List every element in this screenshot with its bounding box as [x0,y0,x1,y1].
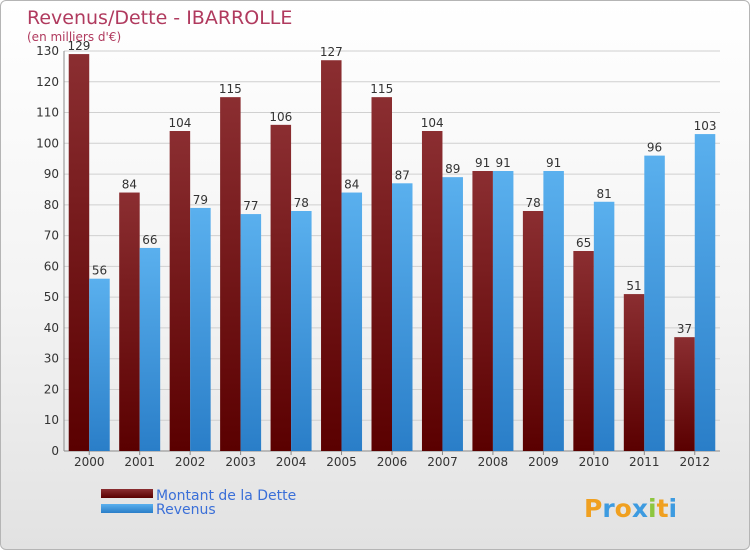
x-tick-label: 2007 [427,455,458,469]
bar-debt-2012 [674,337,695,451]
x-tick-label: 2010 [579,455,610,469]
legend-swatch-revenus [101,504,153,513]
x-tick-label: 2012 [679,455,710,469]
bar-revenus-2012 [694,134,716,452]
bar-revenus-2007 [442,177,463,451]
bar-debt-2007 [421,131,443,451]
value-label-revenus-2000: 56 [92,264,107,278]
value-label-revenus-2012: 103 [694,119,717,133]
logo-letter: i [648,494,657,523]
y-tick-label: 130 [36,44,59,58]
legend-swatch-debt [101,489,153,498]
bar-debt-2011 [623,294,645,451]
bar-debt-2008 [472,171,493,451]
bar-debt-2005 [321,60,342,451]
value-label-debt-2009: 78 [525,196,540,210]
bar-revenus-2010 [593,201,615,451]
x-axis-ticks: 2000 2001 2002 2003 2004 2005 2006 2007 2008 2009… [74,451,710,469]
bar-revenus-2000 [89,278,110,451]
bar-revenus-2004 [291,211,312,451]
logo-letter: t [657,494,669,523]
logo-letter: i [669,494,678,523]
value-label-debt-2004: 106 [269,110,292,124]
value-label-debt-2007: 104 [421,116,444,130]
x-tick-label: 2005 [326,455,357,469]
bar-revenus-2002 [190,207,211,451]
value-label-revenus-2002: 79 [193,193,208,207]
y-tick-label: 30 [44,352,59,366]
y-tick-label: 90 [44,167,59,181]
y-tick-label: 0 [51,444,59,458]
value-label-revenus-2004: 78 [294,196,309,210]
x-tick-label: 2000 [74,455,105,469]
legend-label-debt: Montant de la Dette [156,488,296,504]
proxiti-logo: Proxiti [584,494,677,523]
chart-title: Revenus/Dette - IBARROLLE [27,7,292,29]
chart-subtitle: (en milliers d'€) [27,30,121,44]
y-tick-label: 120 [36,75,59,89]
value-label-revenus-2006: 87 [395,168,410,182]
y-tick-label: 60 [44,259,59,273]
x-tick-label: 2008 [478,455,509,469]
value-label-revenus-2008: 91 [496,156,511,170]
x-tick-label: 2002 [175,455,206,469]
bar-revenus-2001 [139,247,161,451]
value-label-debt-2010: 65 [576,236,591,250]
value-label-debt-2012: 37 [677,322,692,336]
legend-label-revenus: Revenus [156,502,216,518]
y-tick-label: 110 [36,106,59,120]
bar-debt-2001 [119,192,140,452]
value-label-revenus-2011: 96 [647,141,662,155]
y-axis-ticks: 0 10 20 30 40 50 60 70 80 90 100 110 120 130 [36,44,59,458]
x-tick-label: 2004 [276,455,307,469]
bar-revenus-2008 [492,171,514,451]
value-label-revenus-2010: 81 [596,187,611,201]
value-label-debt-2000: 129 [68,39,91,53]
logo-letter: r [602,494,615,523]
value-label-debt-2011: 51 [626,279,641,293]
value-label-debt-2006: 115 [370,82,393,96]
logo-letter: o [615,494,632,523]
x-tick-label: 2006 [377,455,408,469]
bar-revenus-2009 [543,171,564,451]
x-tick-label: 2011 [629,455,660,469]
logo-letter: x [632,494,648,523]
bar-debt-2006 [371,97,392,452]
y-tick-label: 80 [44,198,59,212]
value-label-revenus-2005: 84 [344,178,359,192]
value-label-debt-2003: 115 [219,82,242,96]
bars: 129 56 84 66 104 79 115 77 106 78 127 84 115 87 104 89 9… [68,39,717,452]
bar-revenus-2011 [644,155,665,451]
bar-debt-2002 [169,131,191,451]
value-label-debt-2001: 84 [122,178,137,192]
x-tick-label: 2009 [528,455,559,469]
bar-revenus-2005 [341,192,363,452]
value-label-revenus-2007: 89 [445,162,460,176]
bar-debt-2000 [68,54,90,451]
x-tick-label: 2001 [124,455,155,469]
x-tick-label: 2003 [225,455,256,469]
bar-debt-2004 [270,124,292,451]
y-tick-label: 10 [44,413,59,427]
value-label-revenus-2003: 77 [243,199,258,213]
value-label-debt-2008: 91 [475,156,490,170]
bar-debt-2010 [573,251,594,451]
y-tick-label: 50 [44,290,59,304]
logo-letter: P [584,494,602,523]
value-label-debt-2002: 104 [168,116,191,130]
value-label-debt-2005: 127 [320,45,343,59]
y-tick-label: 100 [36,136,59,150]
legend: Montant de la Dette Revenus [101,488,296,518]
bar-debt-2009 [522,211,544,451]
bar-revenus-2006 [392,183,413,452]
y-tick-label: 40 [44,321,59,335]
value-label-revenus-2009: 91 [546,156,561,170]
bar-revenus-2003 [240,214,262,451]
bar-debt-2003 [220,97,241,452]
value-label-revenus-2001: 66 [142,233,157,247]
y-tick-label: 70 [44,229,59,243]
y-tick-label: 20 [44,382,59,396]
